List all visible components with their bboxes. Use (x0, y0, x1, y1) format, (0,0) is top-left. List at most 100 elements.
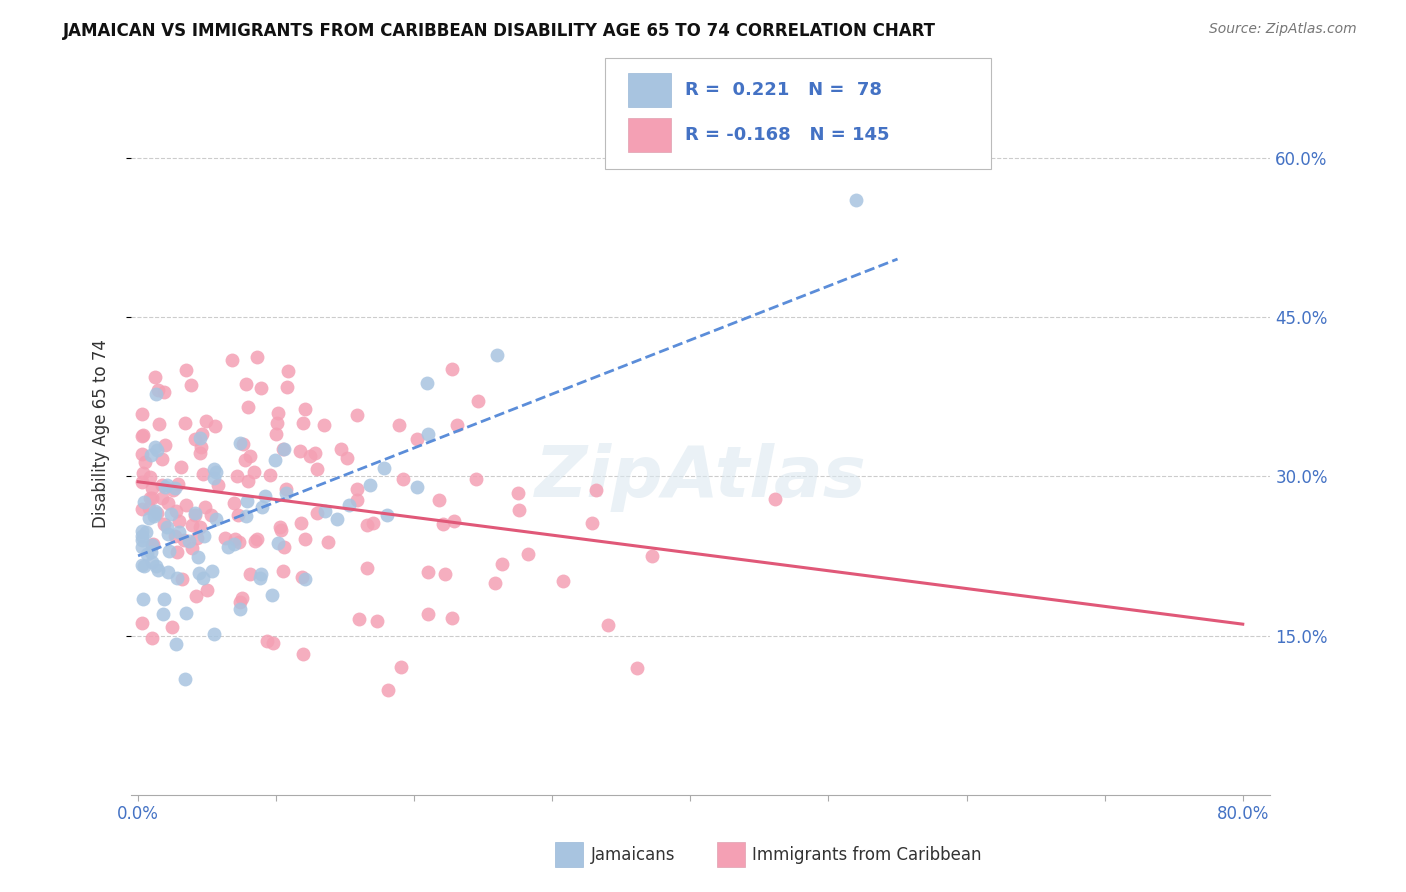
Point (194, 500, 217, 515)
Point (148, 383, 170, 397)
Point (131, 558, 153, 572)
Point (163, 481, 186, 495)
Point (246, 350, 269, 364)
Point (157, 527, 180, 541)
Point (188, 446, 211, 460)
Point (243, 465, 266, 479)
Point (153, 438, 176, 452)
Point (187, 549, 209, 564)
Point (184, 432, 207, 446)
Point (181, 517, 204, 532)
Point (174, 606, 197, 620)
Point (274, 483, 297, 497)
Point (262, 636, 284, 650)
Point (131, 524, 153, 538)
Point (346, 408, 368, 422)
Point (416, 376, 439, 391)
Point (222, 537, 245, 551)
Point (224, 496, 246, 510)
Point (188, 520, 211, 534)
Point (153, 384, 176, 399)
Point (326, 511, 349, 525)
Point (416, 607, 439, 621)
Point (152, 607, 174, 621)
Point (131, 615, 153, 630)
Point (141, 481, 163, 495)
Text: R = -0.168   N = 145: R = -0.168 N = 145 (685, 126, 889, 144)
Point (162, 483, 184, 497)
Point (271, 442, 294, 456)
Point (135, 547, 157, 561)
Point (165, 528, 187, 542)
Point (226, 469, 249, 483)
Point (347, 612, 370, 626)
Point (186, 531, 208, 545)
Point (316, 535, 339, 549)
Point (486, 348, 509, 362)
Point (187, 566, 209, 580)
Point (145, 442, 167, 457)
Point (585, 483, 607, 497)
Point (157, 565, 180, 579)
Text: R =  0.221   N =  78: R = 0.221 N = 78 (685, 81, 882, 99)
Point (155, 478, 177, 492)
Point (314, 504, 336, 518)
Point (204, 466, 226, 480)
Point (506, 486, 529, 500)
Point (239, 567, 262, 582)
Point (373, 461, 395, 475)
Point (145, 559, 167, 574)
Point (152, 451, 174, 466)
Point (377, 683, 399, 698)
Point (270, 523, 292, 537)
Point (641, 549, 664, 564)
Point (165, 504, 187, 518)
Point (195, 582, 218, 597)
Point (276, 380, 298, 394)
Point (845, 194, 868, 208)
Point (155, 480, 177, 494)
Point (356, 517, 378, 532)
Point (138, 500, 160, 515)
Point (346, 493, 368, 508)
Point (259, 467, 281, 482)
Point (141, 491, 163, 505)
Point (143, 369, 166, 384)
Point (156, 520, 179, 534)
Point (167, 514, 190, 528)
Point (290, 444, 312, 458)
Point (132, 592, 155, 607)
Point (314, 417, 336, 432)
Point (141, 538, 163, 552)
Point (235, 453, 257, 467)
Point (221, 352, 243, 367)
Point (214, 531, 236, 545)
Point (170, 572, 193, 586)
Point (184, 508, 207, 522)
Point (204, 418, 226, 433)
Point (157, 495, 180, 509)
Point (581, 516, 603, 530)
Point (443, 514, 465, 528)
Point (305, 506, 328, 520)
Text: Source: ZipAtlas.com: Source: ZipAtlas.com (1209, 22, 1357, 37)
Point (143, 504, 166, 518)
Point (180, 378, 202, 392)
Point (330, 442, 353, 456)
Point (441, 610, 464, 624)
Point (148, 417, 170, 431)
Point (236, 474, 259, 488)
Point (229, 436, 252, 450)
Point (169, 459, 191, 474)
Point (152, 516, 174, 531)
Point (277, 363, 299, 377)
Point (153, 592, 176, 607)
Point (177, 534, 200, 549)
Point (150, 491, 173, 505)
Point (236, 401, 259, 415)
Point (139, 545, 162, 559)
Point (228, 508, 250, 522)
Point (299, 449, 322, 463)
Point (190, 440, 212, 454)
Point (446, 417, 468, 432)
